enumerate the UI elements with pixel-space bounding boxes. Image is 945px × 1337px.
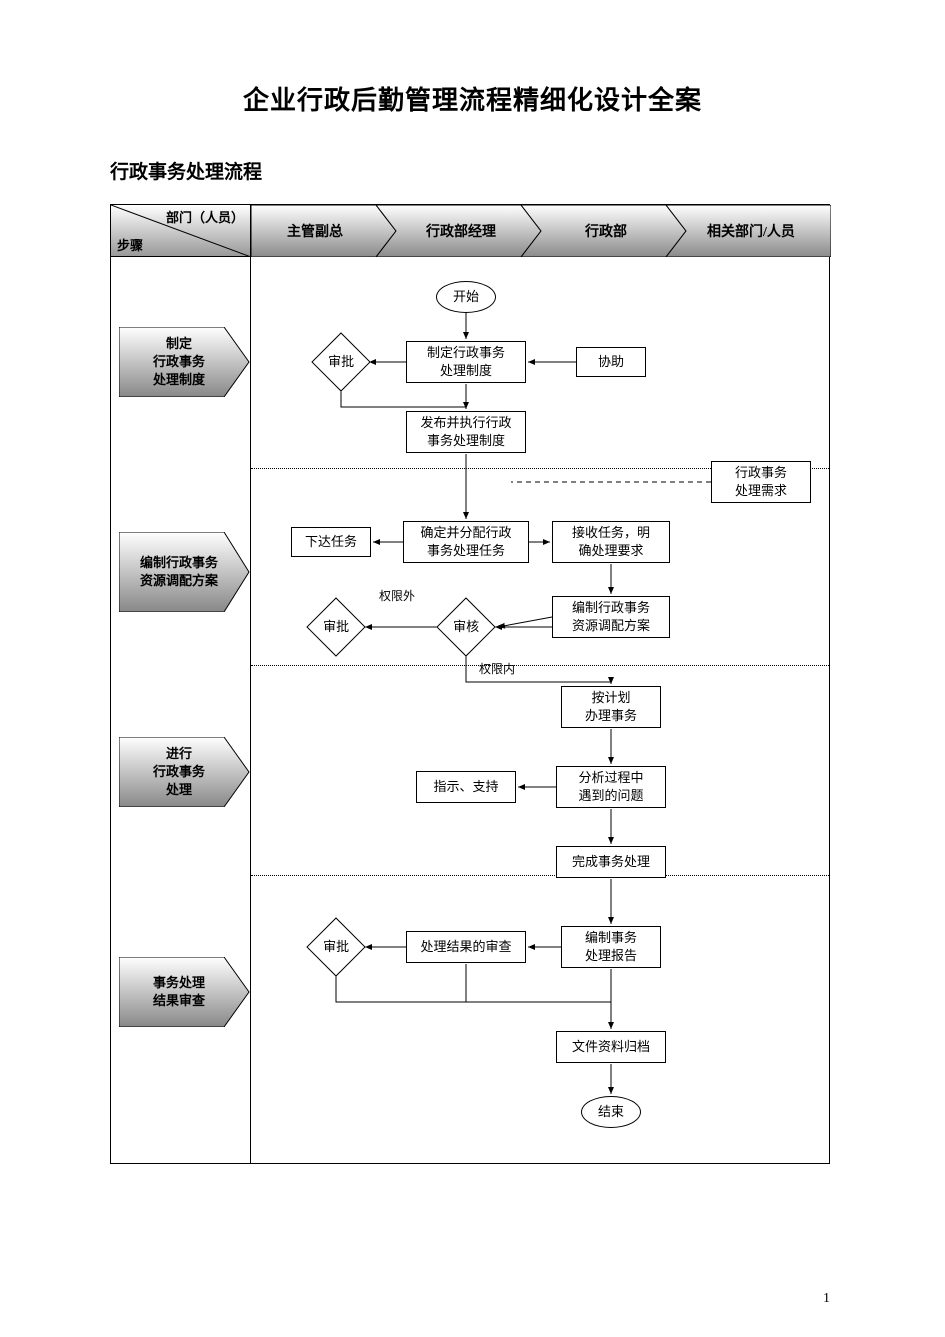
node-review1: 审核 [436,597,495,656]
node-approve3: 审批 [306,917,365,976]
header-corner: 部门（人员） 步骤 [111,205,251,257]
section-title: 行政事务处理流程 [110,157,835,184]
svg-text:主管副总: 主管副总 [287,223,343,240]
col-header-2: 行政部 [521,205,686,257]
node-review2: 处理结果的审查 [406,931,526,963]
page-number: 1 [823,1291,830,1307]
node-assign-task: 下达任务 [291,527,371,557]
node-analyze: 分析过程中 遇到的问题 [556,766,666,808]
svg-text:行政部经理: 行政部经理 [425,223,496,240]
node-approve1: 审批 [311,332,370,391]
node-report: 编制事务 处理报告 [561,926,661,968]
step-sidebar: 制定 行政事务 处理制度 编制行政事务 资源调配方案 进行 行政事务 处理 事务… [111,257,251,1163]
node-policy: 制定行政事务 处理制度 [406,341,526,383]
node-plan: 编制行政事务 资源调配方案 [552,596,670,638]
node-start: 开始 [436,281,496,313]
node-demand: 行政事务 处理需求 [711,461,811,503]
document-title: 企业行政后勤管理流程精细化设计全案 [110,80,835,117]
node-approve2: 审批 [306,597,365,656]
swimlane-diagram: 部门（人员） 步骤 主管副总 行政部经理 行政部 [110,204,830,1164]
node-confirm: 确定并分配行政 事务处理任务 [403,521,529,563]
svg-text:相关部门/人员: 相关部门/人员 [707,223,795,240]
step-2: 进行 行政事务 处理 [119,737,251,807]
step-3: 事务处理 结果审查 [119,957,251,1027]
node-assist: 协助 [576,347,646,377]
node-finish: 完成事务处理 [556,846,666,878]
col-header-3: 相关部门/人员 [666,205,831,257]
node-publish: 发布并执行行政 事务处理制度 [406,411,526,453]
document-page: 企业行政后勤管理流程精细化设计全案 行政事务处理流程 部门（人员） 步骤 主管副… [0,0,945,1337]
col-header-1: 行政部经理 [376,205,541,257]
node-end: 结束 [581,1096,641,1128]
corner-label-bottom: 步骤 [117,235,143,254]
edge-label-outside: 权限外 [379,587,415,604]
node-receive: 接收任务，明 确处理要求 [552,521,670,563]
step-0: 制定 行政事务 处理制度 [119,327,251,397]
corner-label-top: 部门（人员） [166,207,244,226]
svg-text:行政部: 行政部 [584,223,627,240]
edge-label-inside: 权限内 [479,660,515,677]
flow-nodes: 开始 制定行政事务 处理制度 审批 协助 发布并执行行政 事务处理制度 行政事务… [251,257,831,1165]
node-archive: 文件资料归档 [556,1031,666,1063]
node-guide: 指示、支持 [416,771,516,803]
column-headers-svg: 主管副总 行政部经理 行政部 相关部门/人员 [251,205,831,257]
col-header-0: 主管副总 [251,205,396,257]
node-do: 按计划 办理事务 [561,686,661,728]
step-1: 编制行政事务 资源调配方案 [119,532,251,612]
